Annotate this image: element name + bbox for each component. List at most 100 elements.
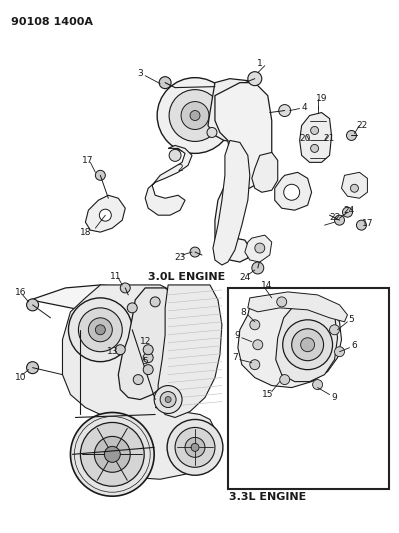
Circle shape [301,338,314,352]
Circle shape [292,329,324,361]
Bar [228,288,389,489]
Polygon shape [245,235,272,262]
Text: 9: 9 [332,393,338,402]
Polygon shape [158,285,222,417]
Circle shape [133,375,143,385]
Text: 3.0L ENGINE: 3.0L ENGINE [148,272,225,282]
Circle shape [252,262,264,274]
Circle shape [190,247,200,257]
Text: 17: 17 [82,156,93,165]
Text: 22: 22 [357,121,368,130]
Text: 2: 2 [177,164,183,173]
Circle shape [248,71,262,86]
Text: 11: 11 [110,272,121,281]
Circle shape [169,149,181,161]
Circle shape [27,362,39,374]
Circle shape [81,423,144,486]
Polygon shape [213,140,250,265]
Circle shape [277,297,287,307]
Circle shape [120,283,130,293]
Circle shape [207,127,217,138]
Circle shape [279,104,291,117]
Circle shape [99,209,111,221]
Text: 5: 5 [349,316,354,324]
Circle shape [283,320,332,370]
Text: 6: 6 [352,341,358,350]
Circle shape [143,345,153,354]
Text: 3.3L ENGINE: 3.3L ENGINE [229,492,306,502]
Circle shape [169,90,221,141]
Circle shape [154,385,182,414]
Circle shape [143,365,153,375]
Text: 12: 12 [140,337,151,346]
Text: 3: 3 [137,69,143,78]
Circle shape [310,126,318,134]
Text: 23: 23 [174,253,186,262]
Circle shape [191,443,199,451]
Polygon shape [63,285,215,479]
Circle shape [280,375,290,385]
Text: 5: 5 [142,357,148,366]
Circle shape [310,144,318,152]
Text: 90108 1400A: 90108 1400A [11,17,93,27]
Circle shape [250,360,260,370]
Circle shape [167,419,223,475]
Circle shape [115,345,125,354]
Circle shape [143,353,153,362]
Text: 17: 17 [361,219,373,228]
Circle shape [127,303,137,313]
Circle shape [330,325,340,335]
Polygon shape [276,298,338,382]
Circle shape [69,298,132,362]
Text: 19: 19 [316,94,327,103]
Circle shape [284,184,300,200]
Text: 9: 9 [234,331,240,340]
Circle shape [250,320,260,330]
Text: 4: 4 [302,103,308,112]
Circle shape [350,184,358,192]
Circle shape [95,171,105,180]
Circle shape [165,397,171,402]
Polygon shape [85,195,125,232]
Circle shape [346,131,356,140]
Text: 14: 14 [261,281,273,290]
Polygon shape [252,152,278,192]
Text: 16: 16 [15,288,26,297]
Polygon shape [215,83,272,262]
Circle shape [159,77,171,88]
Circle shape [27,299,39,311]
Polygon shape [145,146,192,215]
Circle shape [89,318,112,342]
Text: 13: 13 [107,347,118,356]
Text: 1: 1 [257,59,263,68]
Text: 10: 10 [15,373,26,382]
Circle shape [175,427,215,467]
Circle shape [79,308,122,352]
Circle shape [95,325,105,335]
Circle shape [253,340,263,350]
Text: 7: 7 [232,353,238,362]
Circle shape [255,243,265,253]
Polygon shape [31,285,200,408]
Circle shape [104,446,120,462]
Circle shape [185,438,205,457]
Circle shape [71,413,154,496]
Polygon shape [300,112,332,163]
Text: 18: 18 [80,228,91,237]
Polygon shape [238,295,342,387]
Text: 21: 21 [324,134,335,143]
Circle shape [160,392,176,408]
Circle shape [356,220,366,230]
Circle shape [181,102,209,130]
Polygon shape [248,292,348,322]
Circle shape [150,297,160,307]
Text: 15: 15 [262,390,273,399]
Text: 24: 24 [239,273,251,282]
Circle shape [342,207,352,217]
Circle shape [334,347,344,357]
Polygon shape [342,172,367,198]
Polygon shape [275,172,312,210]
Text: 22: 22 [329,213,340,222]
Circle shape [157,78,233,154]
Circle shape [190,110,200,120]
